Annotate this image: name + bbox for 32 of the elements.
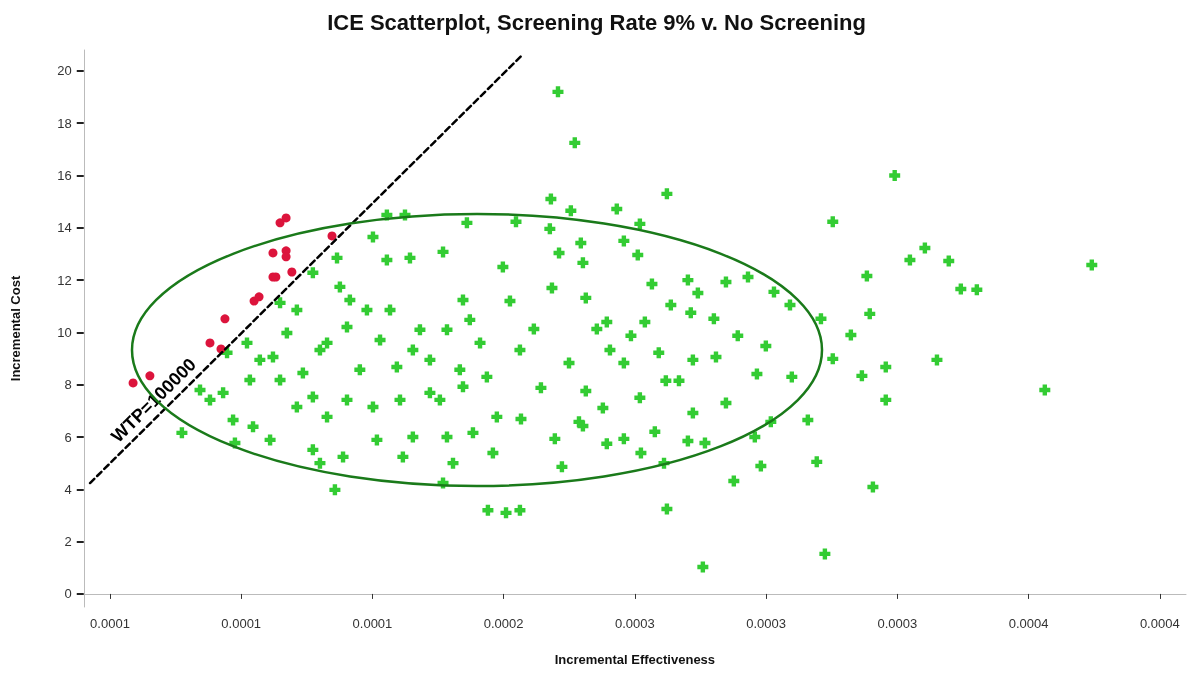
- y-tick-label: 18: [57, 115, 72, 131]
- y-tick-label: 14: [57, 220, 72, 236]
- y-tick-label: 16: [57, 168, 72, 184]
- point: [220, 314, 230, 324]
- x-tick-label: 0.0001: [221, 616, 262, 631]
- x-tick-label: 0.0001: [352, 616, 393, 631]
- x-tick-label: 0.0001: [90, 616, 130, 631]
- chart-title: ICE Scatterplot, Screening Rate 9% v. No Screening: [327, 9, 866, 35]
- y-tick-label: 6: [64, 429, 72, 445]
- x-axis-title: Incremental Effectiveness: [554, 652, 716, 667]
- x-tick-label: 0.0004: [1139, 616, 1180, 631]
- point: [268, 248, 278, 258]
- point: [205, 338, 215, 348]
- x-tick-label: 0.0004: [1008, 616, 1049, 631]
- x-tick-label: 0.0003: [614, 616, 655, 631]
- point: [281, 252, 291, 262]
- y-tick-label: 10: [57, 324, 72, 340]
- x-tick-label: 0.0002: [483, 616, 524, 631]
- y-tick-label: 4: [64, 481, 72, 497]
- y-tick-label: 0: [64, 586, 72, 602]
- point: [281, 213, 291, 223]
- x-tick-label: 0.0003: [746, 616, 786, 631]
- point: [287, 267, 297, 277]
- y-tick-label: 12: [57, 272, 72, 288]
- y-tick-label: 2: [64, 534, 72, 550]
- point: [254, 292, 264, 302]
- y-axis-title: Incremental Cost: [7, 275, 23, 382]
- y-tick-label: 8: [64, 377, 72, 393]
- point: [327, 231, 337, 241]
- y-tick-label: 20: [57, 63, 72, 79]
- x-tick-label: 0.0003: [877, 616, 918, 631]
- point: [275, 218, 285, 228]
